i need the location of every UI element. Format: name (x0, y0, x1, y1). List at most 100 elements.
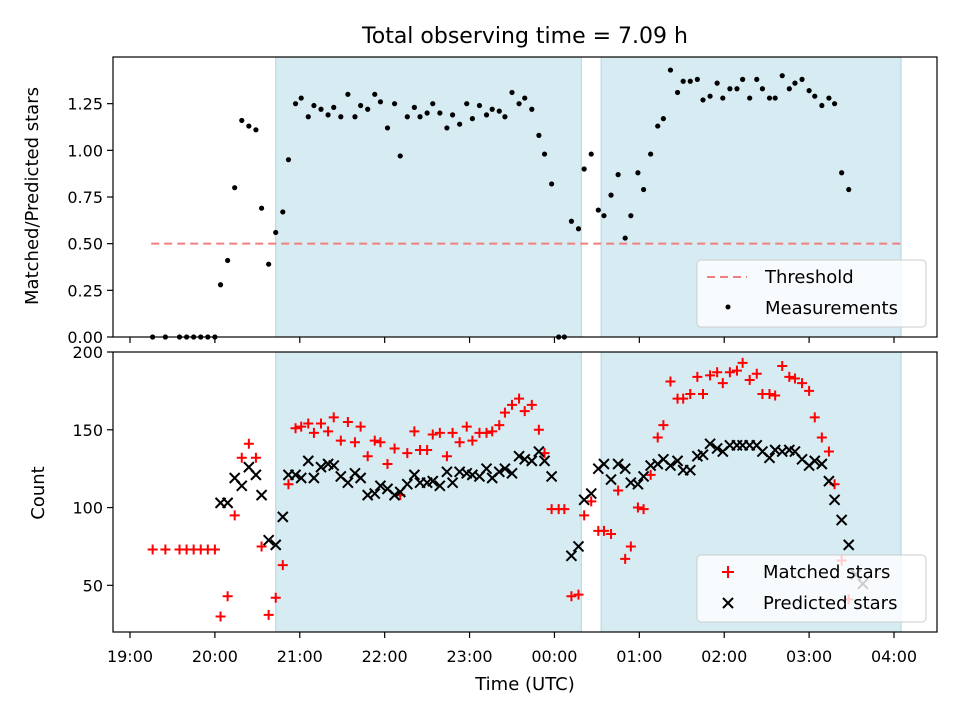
measurement-point (217, 282, 224, 288)
matched-star-marker (256, 541, 267, 552)
predicted-star-marker (342, 476, 354, 489)
predicted-star-marker (441, 466, 453, 478)
matched-star-marker (731, 365, 742, 376)
top-legend: Threshold Measurements (696, 259, 927, 328)
predicted-star-marker (493, 466, 505, 478)
measurement-point (568, 218, 575, 224)
matched-star-marker (236, 452, 247, 463)
matched-star-marker (308, 427, 319, 438)
measurement-point (694, 76, 700, 82)
measurement-point (437, 110, 443, 116)
axes-frame (112, 351, 938, 633)
matched-star-marker (427, 429, 438, 440)
matched-star-marker (586, 496, 597, 507)
measurement-point (338, 114, 344, 120)
predicted-star-marker (816, 458, 828, 470)
predicted-star-marker (250, 469, 262, 481)
bottom-y-tick-label: 200 (72, 343, 103, 362)
predicted-star-marker (328, 459, 340, 472)
observing-interval-shade (275, 56, 582, 338)
predicted-star-marker (711, 442, 723, 455)
matched-star-marker (355, 421, 366, 432)
x-tick-label: 03:00 (786, 647, 832, 666)
legend-predicted-label: Predicted stars (763, 593, 897, 614)
predicted-star-marker (565, 550, 578, 562)
measurement-point (660, 116, 666, 122)
measurement-point (239, 117, 245, 124)
predicted-star-marker (809, 455, 821, 467)
matched-star-marker (323, 426, 334, 437)
chart-title: Total observing time = 7.09 h (361, 24, 688, 49)
measurement-point (331, 104, 337, 110)
measurement-point (635, 170, 641, 176)
measurement-point (740, 76, 746, 82)
matched-star-marker (737, 357, 748, 368)
predicted-star-marker (354, 472, 367, 484)
measurement-point (489, 106, 495, 112)
legend-measurement-swatch (725, 304, 731, 310)
measurement-point (483, 112, 490, 118)
predicted-star-marker (302, 455, 314, 467)
matched-star-marker (579, 510, 590, 521)
top-y-axis-label: Matched/Predicted stars (22, 87, 43, 305)
matched-star-marker (606, 529, 617, 539)
bottom-axes: 50 100 150 200 19:00 20:00 21:00 22:00 23:00 00:0… (72, 343, 938, 666)
predicted-star-marker (289, 469, 302, 481)
matched-star-marker (369, 435, 380, 446)
predicted-star-marker (277, 511, 289, 523)
measurement-point (352, 114, 358, 120)
bottom-y-axis-label: Count (28, 466, 49, 519)
matched-star-marker (147, 544, 158, 555)
matched-star-marker (777, 361, 788, 371)
predicted-star-marker (295, 472, 307, 484)
bottom-y-tick-label: 100 (72, 499, 103, 518)
predicted-star-marker (236, 480, 248, 492)
x-tick-label: 02:00 (701, 647, 747, 666)
measurement-point (345, 91, 351, 97)
matched-star-marker (316, 418, 326, 429)
measurement-point (516, 101, 522, 107)
matched-star-marker (645, 469, 656, 480)
top-y-tick-label: 0.50 (67, 235, 103, 254)
measurement-point (707, 93, 713, 99)
predicted-star-marker (671, 455, 684, 467)
matched-star-marker (652, 432, 663, 443)
measurement-point (430, 101, 436, 107)
matched-star-marker (389, 443, 400, 454)
predicted-star-marker (388, 489, 401, 501)
matched-star-marker (620, 553, 631, 564)
predicted-star-marker (828, 494, 841, 506)
matched-star-marker (685, 389, 696, 399)
matched-star-marker (250, 452, 261, 463)
measurement-point (253, 127, 259, 133)
matched-star-marker (573, 589, 584, 600)
matched-star-marker (598, 525, 609, 536)
measurement-point (325, 112, 331, 118)
predicted-star-marker (697, 448, 709, 461)
matched-star-marker (382, 459, 393, 469)
matched-star-marker (461, 421, 472, 432)
measurement-point (806, 88, 812, 94)
measurement-point (476, 102, 483, 109)
measurement-point (529, 106, 535, 112)
measurement-point (318, 106, 324, 112)
measurement-point (839, 170, 845, 176)
matched-star-marker (494, 420, 505, 431)
measurement-point (457, 121, 463, 127)
measurement-point (258, 205, 265, 211)
predicted-star-marker (823, 475, 835, 487)
matched-star-marker (222, 591, 233, 602)
matched-star-marker (705, 370, 716, 381)
measurement-point (720, 95, 726, 101)
predicted-star-marker (480, 462, 493, 475)
predicted-star-marker (308, 472, 320, 484)
matched-star-marker (625, 541, 636, 552)
measurement-point (424, 110, 430, 116)
predicted-star-marker (632, 478, 644, 490)
measurement-point (496, 108, 502, 114)
matched-star-marker (692, 371, 703, 382)
matched-star-marker (613, 485, 624, 496)
measurement-point (819, 102, 825, 109)
measurement-point (648, 151, 654, 157)
